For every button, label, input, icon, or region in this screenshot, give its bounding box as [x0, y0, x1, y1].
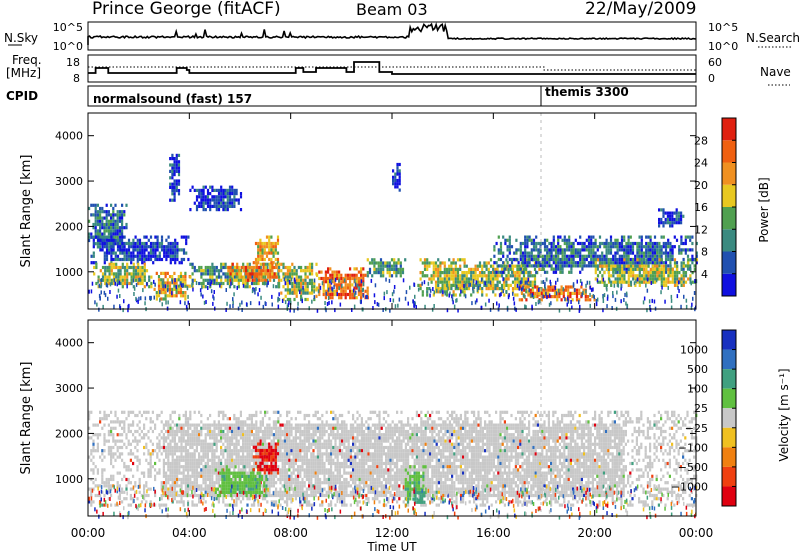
power-region	[189, 185, 243, 212]
velocity-color-swatch	[722, 388, 736, 409]
nsky-panel: N.Sky 10^5 10^0 10^5 10^0 N.Search	[4, 21, 800, 53]
nsearch-tick-bottom: 10^0	[708, 40, 738, 53]
power-region	[169, 153, 181, 202]
velocity-color-swatch	[722, 427, 736, 448]
power-panel: 1000 2000 3000 4000 Slant Range [km]	[19, 112, 699, 313]
y-tick-label: 3000	[55, 382, 83, 395]
power-color-swatch	[722, 118, 736, 141]
x-tick-label: 20:00	[577, 526, 612, 540]
power-colorbar: 4 8 12 16 20 24 28 Power [dB]	[694, 117, 771, 297]
velocity-ylabel: Slant Range [km]	[19, 362, 34, 475]
nsky-tick-bottom: 10^0	[53, 40, 83, 53]
freq-unit: [MHz]	[6, 66, 41, 80]
velocity-color-swatch	[722, 330, 736, 350]
power-color-swatch	[722, 184, 736, 207]
y-tick-label: 4000	[55, 130, 83, 143]
cpid-segment-1: normalsound (fast) 157	[93, 92, 252, 106]
power-region	[90, 235, 190, 265]
nsearch-tick-top: 10^5	[708, 21, 738, 34]
velocity-region	[214, 465, 268, 498]
power-tick-label: 24	[694, 157, 708, 170]
nave-tick-bottom: 0	[708, 72, 715, 85]
x-tick-label: 12:00	[375, 526, 410, 540]
velocity-tick-label: 25	[694, 402, 708, 415]
power-tick-label: 4	[701, 268, 708, 281]
y-tick-label: 2000	[55, 220, 83, 233]
time-axis: 00:00 04:00 08:00 12:00 16:00 20:00 00:00 Time…	[71, 113, 714, 554]
nsky-trace	[87, 22, 697, 45]
velocity-color-swatch	[722, 486, 736, 506]
power-color-swatch	[722, 207, 736, 230]
velocity-region	[252, 442, 280, 475]
power-tick-label: 28	[694, 134, 708, 147]
power-region	[658, 208, 685, 228]
nsky-label: N.Sky	[4, 31, 38, 45]
velocity-marks	[88, 410, 698, 520]
xlabel: Time UT	[366, 540, 417, 554]
velocity-tick-label: 500	[687, 363, 708, 376]
power-color-swatch	[722, 140, 736, 163]
freq-tick-top: 18	[66, 56, 80, 69]
velocity-tick-label: −25	[685, 422, 708, 435]
nave-label: Nave	[760, 65, 791, 79]
y-tick-label: 3000	[55, 175, 83, 188]
freq-label: Freq.	[12, 53, 42, 67]
power-ylabel: Slant Range [km]	[19, 155, 34, 268]
power-tick-label: 8	[701, 246, 708, 259]
velocity-tick-label: −100	[678, 441, 708, 454]
cpid-panel: CPID normalsound (fast) 157 themis 3300	[6, 85, 697, 107]
freq-tick-bottom: 8	[73, 72, 80, 85]
velocity-tick-label: −500	[678, 461, 708, 474]
velocity-panel: 1000 2000 3000 4000 Slant Range [km]	[19, 319, 698, 520]
power-region	[366, 258, 407, 278]
power-region	[493, 235, 698, 274]
x-tick-label: 16:00	[476, 526, 511, 540]
power-region	[93, 262, 153, 289]
velocity-color-swatch	[722, 408, 736, 428]
freq-trace	[88, 61, 696, 75]
nsky-tick-top: 10^5	[53, 21, 83, 34]
power-tick-label: 20	[694, 179, 708, 192]
velocity-color-swatch	[722, 369, 736, 389]
velocity-scale-label: Velocity [m s⁻¹]	[777, 368, 791, 461]
y-tick-label: 1000	[55, 266, 83, 279]
x-tick-label: 00:00	[71, 526, 106, 540]
velocity-tick-label: 1000	[680, 344, 708, 357]
power-marks	[88, 153, 699, 313]
power-tick-label: 16	[694, 201, 708, 214]
velocity-color-swatch	[722, 447, 736, 467]
cpid-label: CPID	[6, 89, 38, 103]
power-color-swatch	[722, 251, 736, 274]
date-label: 22/May/2009	[585, 0, 697, 19]
velocity-tick-label: −1000	[671, 480, 708, 493]
beam-label: Beam 03	[356, 0, 428, 19]
velocity-color-swatch	[722, 466, 736, 487]
power-tick-label: 12	[694, 223, 708, 236]
x-tick-label: 08:00	[273, 526, 308, 540]
freq-panel: Freq. [MHz] 18 8 60 0 Nave	[6, 53, 791, 86]
y-tick-label: 2000	[55, 427, 83, 440]
nave-tick-top: 60	[708, 56, 722, 69]
velocity-color-swatch	[722, 349, 736, 370]
power-color-swatch	[722, 162, 736, 185]
nave-trace	[88, 66, 696, 71]
power-region	[278, 262, 318, 302]
y-tick-label: 4000	[55, 337, 83, 350]
velocity-colorbar: 1000 500 100 25 −25 −100 −500 −1000 Velocity [m…	[671, 329, 791, 507]
power-region	[316, 267, 369, 300]
x-tick-label: 04:00	[172, 526, 207, 540]
power-scale-label: Power [dB]	[757, 177, 771, 242]
cpid-segment-2: themis 3300	[545, 85, 629, 99]
station-title: Prince George (fitACF)	[92, 0, 281, 19]
x-tick-label: 00:00	[679, 526, 714, 540]
y-tick-label: 1000	[55, 473, 83, 486]
nsearch-label: N.Search	[746, 31, 800, 45]
power-color-swatch	[722, 229, 736, 252]
power-region	[392, 162, 401, 192]
power-color-swatch	[722, 273, 736, 296]
velocity-tick-label: 100	[687, 383, 708, 396]
